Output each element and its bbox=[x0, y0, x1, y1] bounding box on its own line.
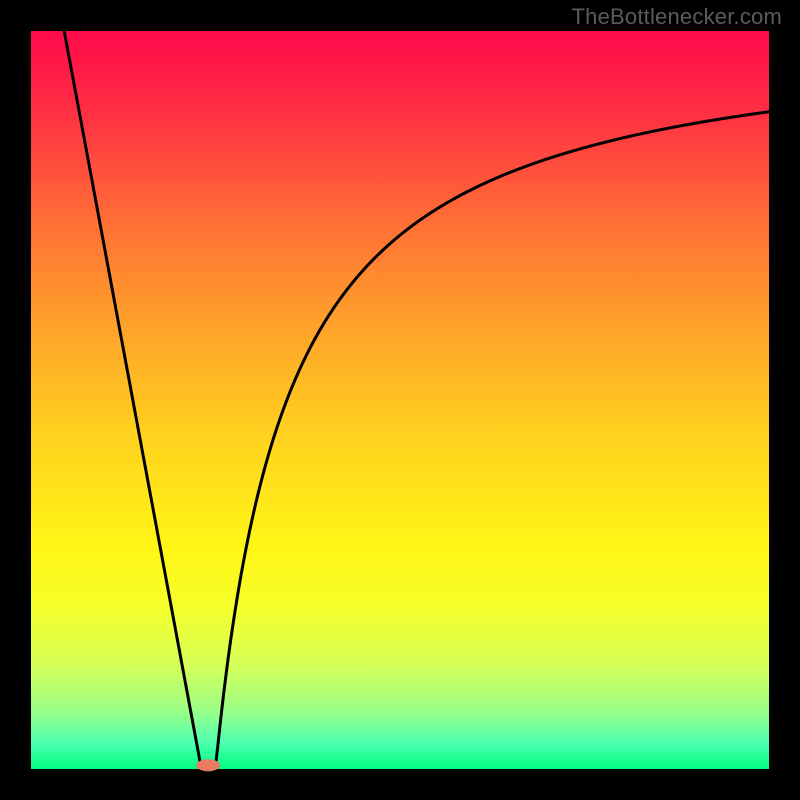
watermark-text: TheBottlenecker.com bbox=[572, 4, 782, 30]
optimal-point-marker bbox=[196, 759, 220, 771]
bottleneck-chart bbox=[0, 0, 800, 800]
chart-background bbox=[31, 31, 769, 769]
chart-container: TheBottlenecker.com bbox=[0, 0, 800, 800]
